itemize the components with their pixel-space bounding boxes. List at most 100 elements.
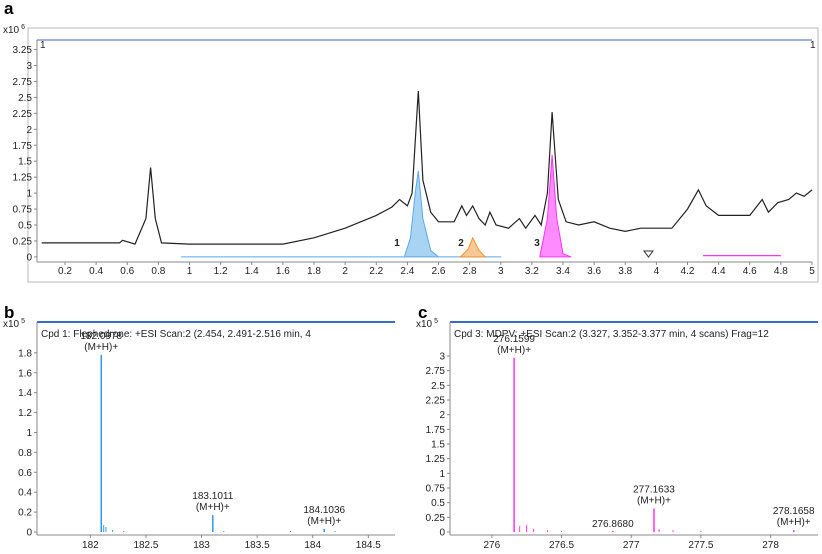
x-tick-label: 1.2 <box>214 266 228 277</box>
y-tick-label: 1.75 <box>13 141 33 152</box>
y-tick-label: 1.25 <box>13 173 33 184</box>
y-tick-label: 0.5 <box>431 498 445 509</box>
y-tick-label: 1.5 <box>18 157 32 168</box>
y-tick-label: 0.8 <box>18 448 32 459</box>
spectrum-title: Cpd 1: Flephedrone: +ESI Scan:2 (2.454, … <box>41 329 311 340</box>
x-tick-label: 183.5 <box>245 540 270 551</box>
x-tick-label: 4.4 <box>712 266 726 277</box>
y-tick-label: 0.5 <box>18 221 32 232</box>
y-tick-label: 0 <box>26 528 32 539</box>
marker-triangle <box>643 250 654 258</box>
peak-number: 1 <box>394 238 400 249</box>
panel-label: b <box>4 303 14 322</box>
y-tick-label: 1 <box>26 189 32 200</box>
x-tick-label: 2.8 <box>463 266 477 277</box>
peak-mz-label: 278.1658 <box>773 506 815 517</box>
y-tick-label: 0 <box>26 252 32 263</box>
y-tick-label: 0.25 <box>426 513 446 524</box>
x-tick-label: 3.6 <box>587 266 601 277</box>
x-tick-label: 3 <box>498 266 504 277</box>
x-tick-label: 3.8 <box>618 266 632 277</box>
y-tick-label: 1.6 <box>18 368 32 379</box>
x-tick-label: 1.6 <box>276 266 290 277</box>
x-tick-label: 1.4 <box>245 266 259 277</box>
y-tick-label: 1.75 <box>426 425 446 436</box>
ion-label: (M+H)+ <box>637 496 671 507</box>
peak-number: 3 <box>534 238 540 249</box>
y-tick-label: 1.8 <box>18 348 32 359</box>
peak-mz-label: 276.1599 <box>493 334 535 345</box>
x-tick-label: 276.5 <box>549 540 574 551</box>
x-tick-label: 184 <box>304 540 321 551</box>
x-tick-label: 0.4 <box>89 266 103 277</box>
peak-number: 2 <box>458 238 464 249</box>
scale-exponent: 5 <box>21 318 25 325</box>
y-tick-label: 2.25 <box>426 396 446 407</box>
x-tick-label: 2.6 <box>432 266 446 277</box>
range-marker: 1 <box>40 40 46 51</box>
peak-area <box>459 236 486 259</box>
panel-a-frame <box>27 27 819 283</box>
x-tick-label: 0.8 <box>151 266 165 277</box>
x-tick-label: 182 <box>82 540 99 551</box>
x-tick-label: 4 <box>654 266 660 277</box>
x-tick-label: 277.5 <box>688 540 713 551</box>
peak-area <box>181 170 502 258</box>
x-tick-label: 184.5 <box>356 540 381 551</box>
ion-label: (M+H)+ <box>307 516 341 527</box>
x-tick-label: 2 <box>342 266 348 277</box>
x-tick-label: 277 <box>623 540 640 551</box>
y-tick-label: 0.75 <box>426 484 446 495</box>
y-tick-label: 0.6 <box>18 468 32 479</box>
peak-mz-label: 277.1633 <box>633 485 675 496</box>
y-tick-label: 1.4 <box>18 388 32 399</box>
x-tick-label: 4.2 <box>681 266 695 277</box>
x-tick-label: 1.8 <box>307 266 321 277</box>
ion-label: (M+H)+ <box>777 517 811 528</box>
ion-label: (M+H)+ <box>497 345 531 356</box>
scale-base: x10 <box>416 319 433 330</box>
scale-base: x10 <box>3 319 20 330</box>
y-tick-label: 3 <box>439 352 445 363</box>
x-tick-label: 2.2 <box>369 266 383 277</box>
x-tick-label: 3.4 <box>556 266 570 277</box>
ion-label: (M+H)+ <box>84 342 118 353</box>
y-tick-label: 2.5 <box>18 93 32 104</box>
peak-mz-label: 182.0978 <box>80 331 122 342</box>
scale-multiplier: x10 5 <box>416 318 438 330</box>
y-tick-label: 1 <box>26 428 32 439</box>
y-tick-label: 0.4 <box>18 488 32 499</box>
x-tick-label: 3.2 <box>525 266 539 277</box>
peak-mz-label: 184.1036 <box>303 505 345 516</box>
x-tick-label: 4.8 <box>774 266 788 277</box>
scale-base: x10 <box>3 25 20 36</box>
x-tick-label: 1 <box>187 266 193 277</box>
x-tick-label: 4.6 <box>743 266 757 277</box>
y-tick-label: 2 <box>439 410 445 421</box>
x-tick-label: 0.6 <box>120 266 134 277</box>
x-tick-label: 2.4 <box>400 266 414 277</box>
x-tick-label: 278 <box>762 540 779 551</box>
y-tick-label: 0.75 <box>13 205 33 216</box>
y-tick-label: 0 <box>439 528 445 539</box>
spectrum-title: Cpd 3: MDPV: +ESI Scan:2 (3.327, 3.352-3… <box>454 329 769 340</box>
peak-mz-label: 276.8680 <box>592 519 634 530</box>
y-tick-label: 3.25 <box>13 45 33 56</box>
x-tick-label: 5 <box>809 266 815 277</box>
range-marker: 1 <box>810 40 816 51</box>
peak-area <box>539 154 572 258</box>
x-tick-label: 183 <box>193 540 210 551</box>
y-tick-label: 1 <box>439 469 445 480</box>
y-tick-label: 2.75 <box>426 366 446 377</box>
scale-exponent: 5 <box>434 318 438 325</box>
scale-exponent: 6 <box>21 24 25 31</box>
peak-mz-label: 183.1011 <box>192 491 233 502</box>
x-tick-label: 276 <box>483 540 500 551</box>
panel-label: a <box>4 0 14 18</box>
x-tick-label: 182.5 <box>133 540 158 551</box>
y-tick-label: 0.25 <box>13 236 33 247</box>
y-tick-label: 2 <box>26 125 32 136</box>
scale-multiplier: x10 6 <box>3 24 25 36</box>
